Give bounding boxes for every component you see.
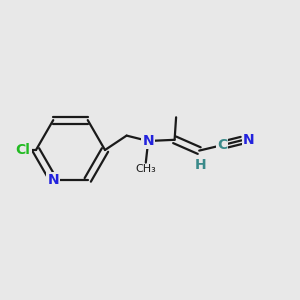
Text: CH₃: CH₃ [135, 164, 156, 174]
Text: N: N [243, 134, 254, 147]
Text: N: N [142, 134, 154, 148]
Text: C: C [217, 138, 227, 152]
Text: H: H [195, 158, 206, 172]
Text: Cl: Cl [16, 143, 31, 157]
Text: N: N [47, 173, 59, 187]
